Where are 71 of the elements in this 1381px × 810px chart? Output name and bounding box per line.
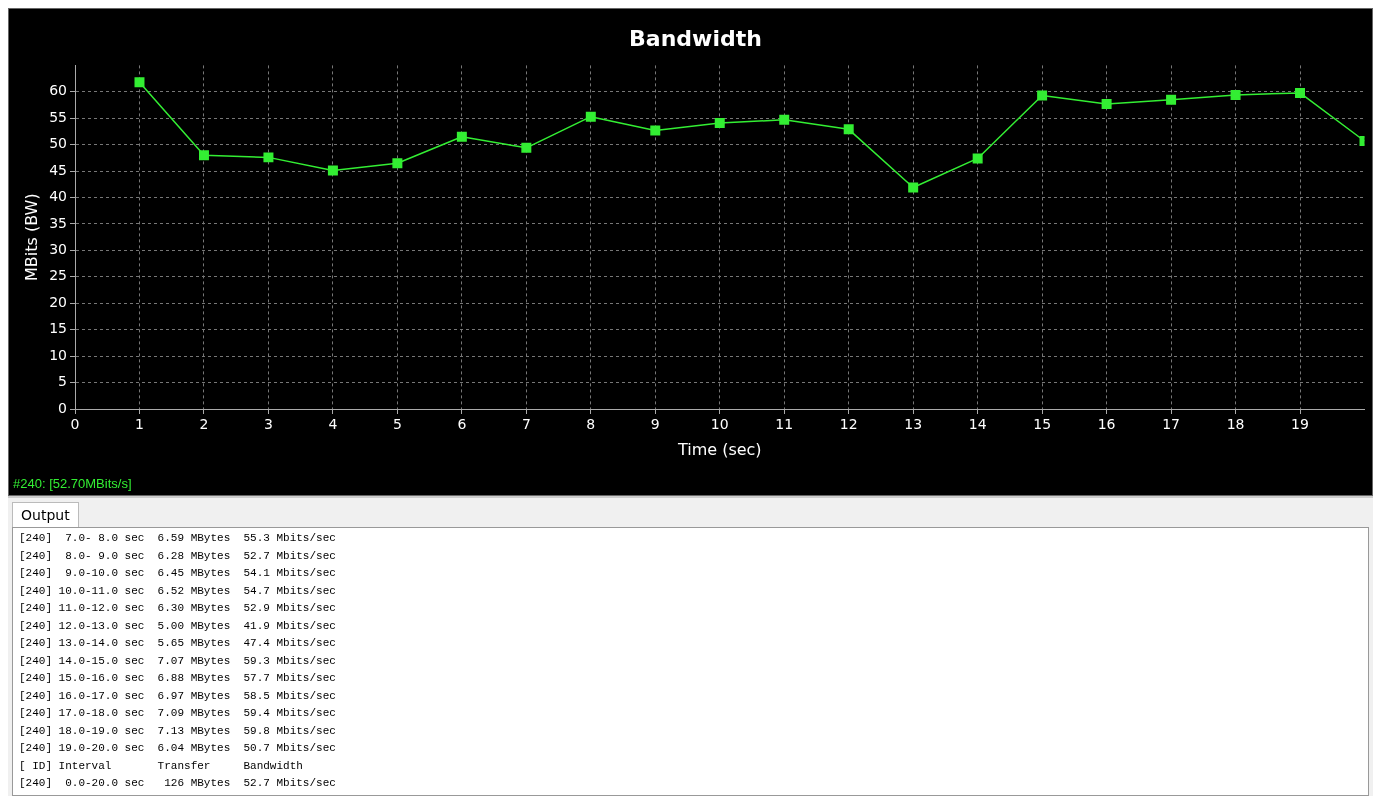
point [392, 158, 403, 169]
y-tick-label: 45 [49, 161, 68, 178]
x-tick-label: 19 [1291, 416, 1309, 433]
x-tick-label: 14 [968, 416, 987, 433]
text: [240] 15.0-16.0 sec 6.88 MBytes 57.7 Mbits/sec [19, 671, 337, 686]
text: [240] 10.0-11.0 sec 6.52 MBytes 54.7 Mbits/sec [19, 583, 337, 599]
y-tick-label: 25 [49, 267, 68, 284]
point [908, 182, 919, 193]
x-tick-label: 1 [135, 416, 144, 433]
point [263, 152, 274, 163]
point [714, 118, 725, 129]
y-tick-label: 35 [49, 214, 68, 231]
point [1037, 90, 1048, 101]
chart-title: Bandwidth [629, 25, 762, 51]
point [779, 114, 790, 125]
y-tick-label: 50 [49, 135, 68, 152]
point [521, 142, 532, 153]
x-tick-label: 18 [1226, 416, 1245, 433]
y-tick-label: 0 [58, 399, 68, 416]
x-tick-label: 11 [775, 416, 794, 433]
y-tick-label: 5 [58, 373, 68, 390]
y-tick-label: 20 [49, 293, 68, 310]
point [1101, 99, 1112, 109]
text: [240] 14.0-15.0 sec 7.07 MBytes 59.3 Mbits/sec [19, 653, 337, 669]
text: [240] 18.0-19.0 sec 7.13 MBytes 59.8 Mbits/sec [19, 723, 337, 739]
point [843, 124, 854, 135]
x-tick-label: 16 [1097, 416, 1116, 433]
text: [ ID] Interval Transfer Bandwidth [19, 758, 304, 774]
x-tick-label: 8 [586, 416, 596, 433]
y-tick-label: 30 [49, 241, 68, 258]
x-tick-label: 0 [70, 416, 80, 433]
point [972, 153, 983, 164]
text: [240] 7.0- 8.0 sec 6.59 MBytes 55.3 Mbits/sec [19, 531, 337, 546]
x-axis-title: Time (sec) [676, 439, 762, 459]
point [1230, 90, 1241, 100]
y-tick-label: 15 [49, 320, 68, 337]
y-axis-title: MBits (BW) [21, 193, 41, 282]
x-tick-label: 3 [263, 416, 273, 433]
text: [240] 17.0-18.0 sec 7.09 MBytes 59.4 Mbits/sec [19, 706, 337, 721]
x-tick-label: 15 [1033, 416, 1052, 433]
point [1295, 87, 1306, 98]
point [650, 125, 661, 136]
text: [240] 9.0-10.0 sec 6.45 MBytes 54.1 Mbits/sec [19, 566, 337, 581]
text: [240] 11.0-12.0 sec 6.30 MBytes 52.9 Mbits/sec [19, 601, 337, 616]
y-tick-label: 60 [49, 82, 68, 99]
point [327, 165, 338, 176]
y-tick-label: 10 [49, 346, 68, 363]
x-tick-label: 2 [199, 416, 209, 433]
point [585, 111, 596, 122]
text: [240] 19.0-20.0 sec 6.04 MBytes 50.7 Mbits/sec [19, 741, 337, 756]
x-tick-label: 5 [392, 416, 402, 433]
point [1166, 94, 1177, 105]
y-tick-label: 55 [49, 108, 68, 125]
x-tick-label: 4 [328, 416, 338, 433]
y-tick-label: 40 [49, 188, 68, 205]
text: [240] 13.0-14.0 sec 5.65 MBytes 47.4 Mbits/sec [19, 636, 337, 651]
x-tick-label: 13 [904, 416, 923, 433]
point [456, 131, 467, 142]
x-tick-label: 7 [521, 416, 531, 433]
text: [240] 16.0-17.0 sec 6.97 MBytes 58.5 Mbits/sec [19, 688, 337, 704]
x-tick-label: 17 [1162, 416, 1180, 433]
text: [240] 0.0-20.0 sec 126 MBytes 52.7 Mbits/sec [19, 776, 337, 791]
text: [240] 12.0-13.0 sec 5.00 MBytes 41.9 Mbits/sec [19, 618, 337, 634]
x-tick-label: 10 [710, 416, 729, 433]
x-tick-label: 9 [650, 416, 660, 433]
text: #240: [52.70MBits/s] [12, 475, 133, 493]
x-tick-label: 6 [457, 416, 467, 433]
x-tick-label: 12 [839, 416, 858, 433]
point [134, 77, 145, 88]
point [198, 150, 209, 161]
text: [240] 8.0- 9.0 sec 6.28 MBytes 52.7 Mbits/sec [19, 548, 337, 564]
